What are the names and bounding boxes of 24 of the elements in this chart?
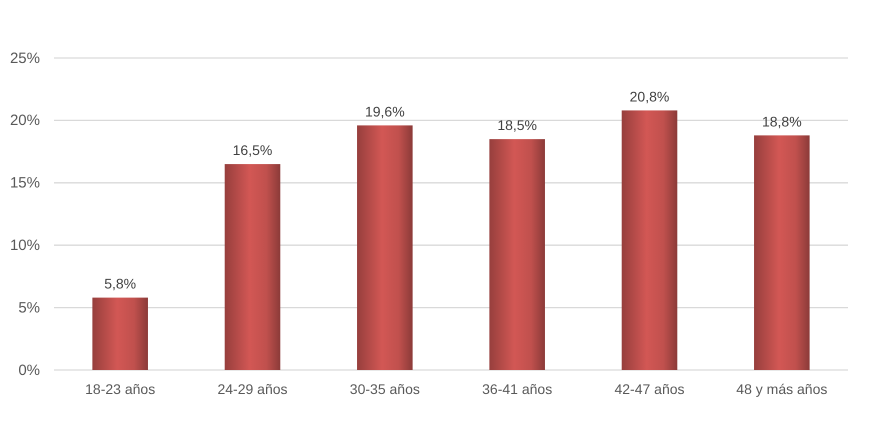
bar <box>489 139 545 370</box>
bar <box>754 135 810 370</box>
bar <box>92 298 148 370</box>
data-label: 18,5% <box>497 117 538 134</box>
y-tick-label: 10% <box>10 237 40 254</box>
data-label: 19,6% <box>364 103 405 120</box>
data-label: 5,8% <box>104 276 136 292</box>
data-label: 16,5% <box>232 142 272 158</box>
data-label: 20,8% <box>630 88 670 104</box>
x-tick-label: 24-29 años <box>217 380 288 397</box>
x-tick-label: 48 y más años <box>736 380 828 397</box>
x-tick-label: 30-35 años <box>350 380 420 397</box>
x-tick-label: 36-41 años <box>482 380 552 397</box>
y-tick-label: 5% <box>18 299 40 316</box>
x-tick-label: 18-23 años <box>85 380 156 397</box>
y-tick-label: 15% <box>10 174 40 192</box>
bar <box>622 110 678 370</box>
bar <box>357 125 413 370</box>
x-tick-label: 42-47 años <box>614 380 685 397</box>
y-tick-label: 25% <box>10 50 40 67</box>
y-tick-label: 20% <box>10 112 40 130</box>
bar <box>224 164 280 370</box>
data-label: 18,8% <box>762 113 802 130</box>
y-tick-label: 0% <box>18 362 40 379</box>
